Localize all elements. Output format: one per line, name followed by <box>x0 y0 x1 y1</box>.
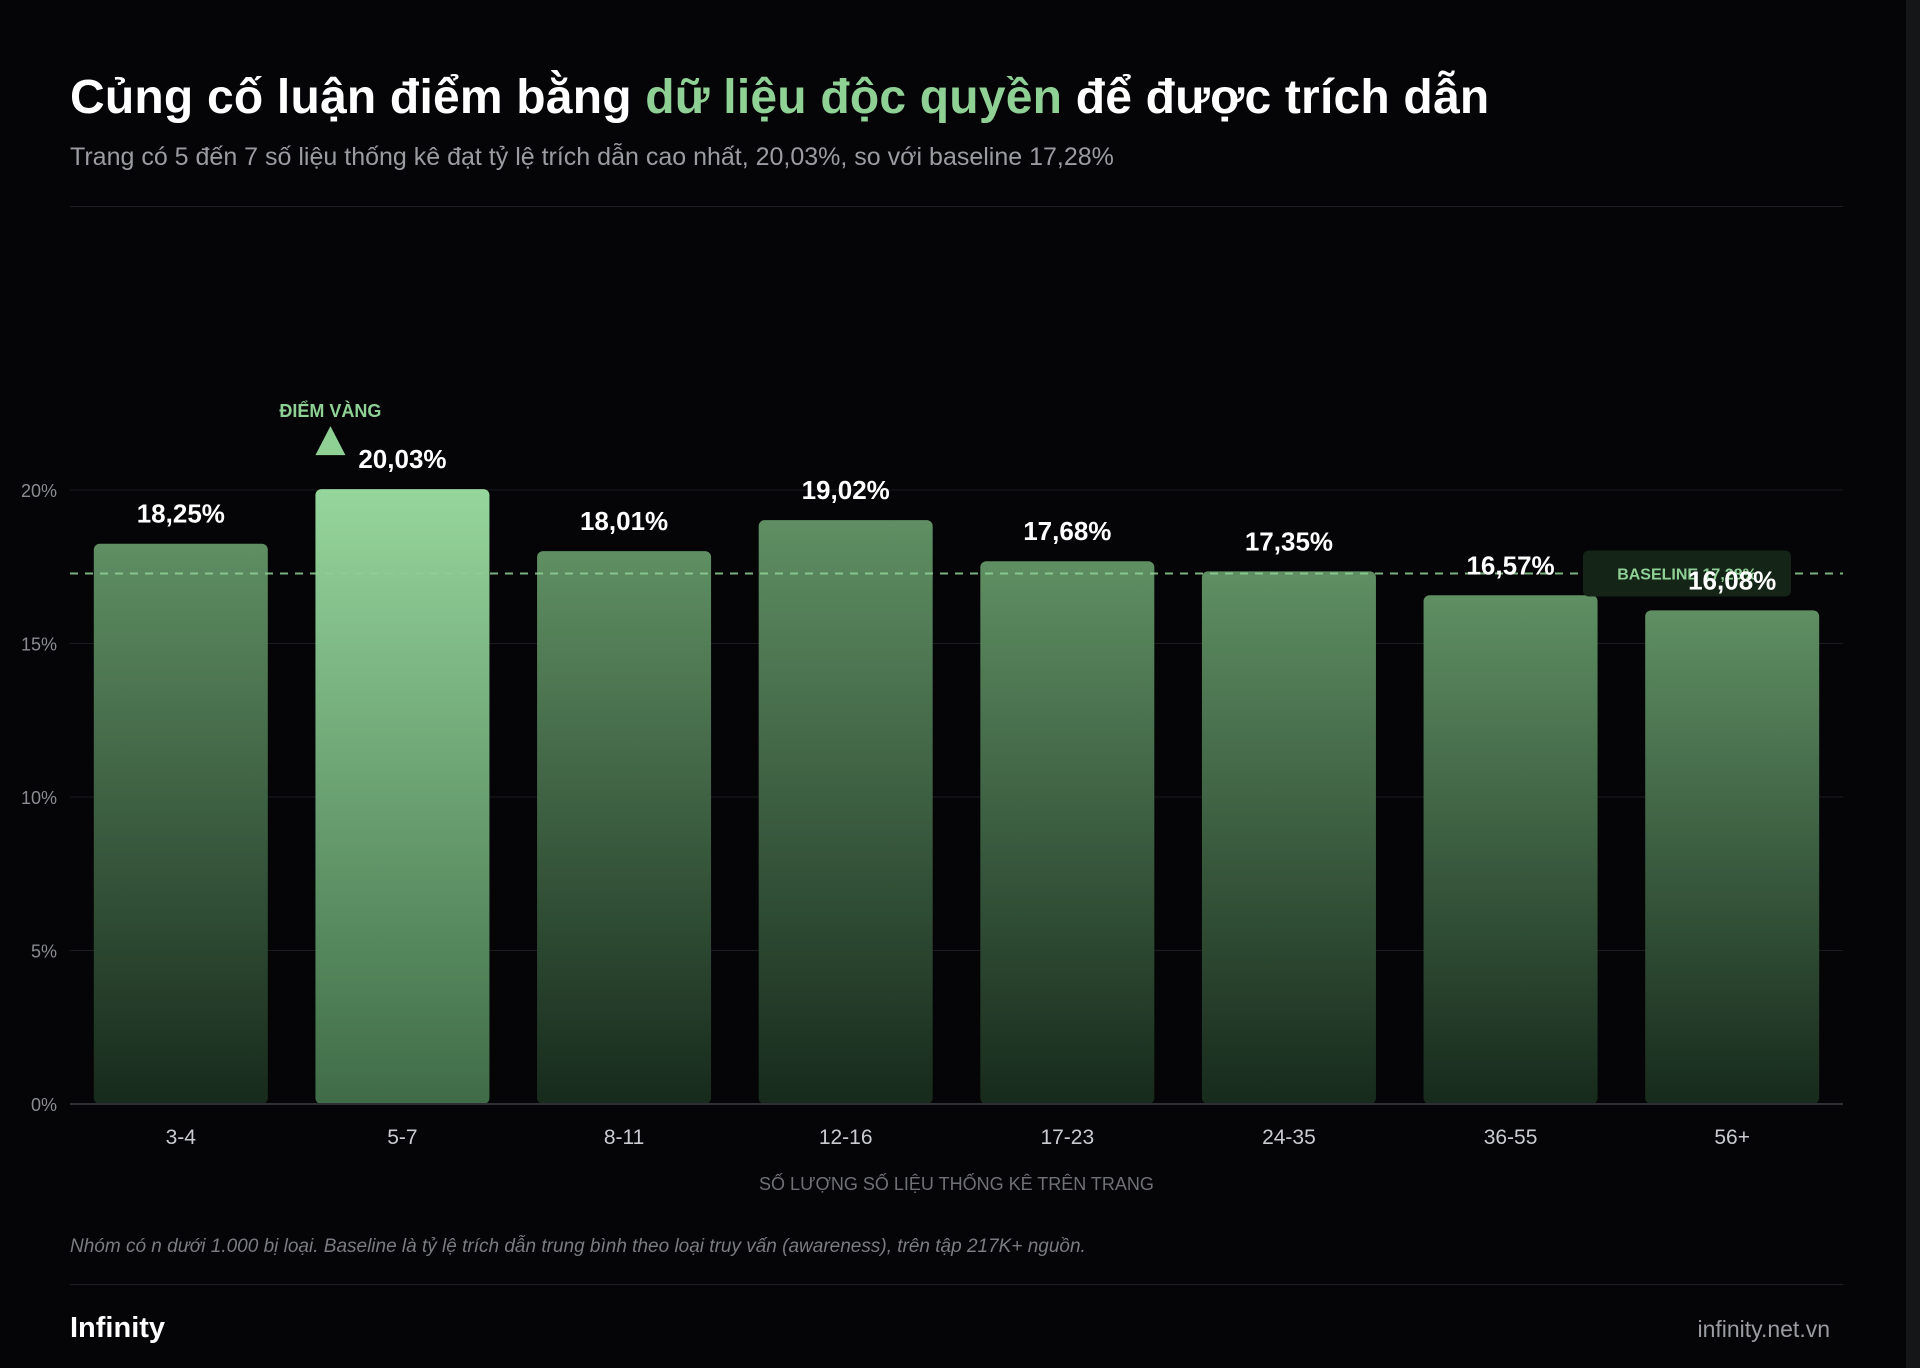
x-axis-title: SỐ LƯỢNG SỐ LIỆU THỐNG KÊ TRÊN TRANG <box>759 1173 1154 1194</box>
data-label: 18,01% <box>580 506 668 536</box>
x-tick-label: 17-23 <box>1040 1126 1094 1149</box>
y-tick-label: 15% <box>21 635 57 655</box>
bar <box>1645 610 1820 1104</box>
baseline-label: BASELINE 17,28% <box>1617 567 1757 584</box>
bar <box>315 489 490 1105</box>
data-label: 18,25% <box>137 499 225 529</box>
data-label: 16,57% <box>1466 550 1554 580</box>
data-label: 16,08% <box>1688 565 1776 595</box>
site-url: infinity.net.vn <box>1697 1316 1830 1342</box>
data-label: 17,68% <box>1023 516 1111 546</box>
y-tick-label: 10% <box>21 788 57 808</box>
bar <box>758 520 933 1104</box>
bar <box>1423 595 1598 1104</box>
y-tick-label: 20% <box>21 481 57 501</box>
x-tick-label: 36-55 <box>1484 1126 1538 1149</box>
footnote: Nhóm có n dưới 1.000 bị loại. Baseline l… <box>70 1236 1086 1257</box>
data-label: 19,02% <box>802 475 890 505</box>
x-tick-label: 5-7 <box>387 1126 417 1149</box>
header-divider <box>70 206 1843 207</box>
highlight-label: ĐIỂM VÀNG <box>279 400 381 421</box>
x-tick-label: 12-16 <box>819 1126 873 1149</box>
x-tick-label: 3-4 <box>166 1126 197 1149</box>
bar <box>1201 571 1376 1104</box>
baseline-tag <box>1583 550 1791 597</box>
highlight-triangle-icon <box>315 426 346 456</box>
x-tick-label: 56+ <box>1714 1126 1750 1149</box>
bar <box>537 551 712 1104</box>
footer-divider <box>70 1284 1843 1285</box>
data-label: 17,35% <box>1245 526 1333 556</box>
bar <box>93 543 268 1104</box>
title-highlight: dữ liệu độc quyền <box>645 71 1063 124</box>
x-tick-label: 8-11 <box>604 1126 644 1149</box>
title-part-1: Củng cố luận điểm bằng <box>70 71 646 124</box>
chart-title: Củng cố luận điểm bằng dữ liệu độc quyền… <box>70 70 1489 125</box>
bar-chart: 0% 5% 10% 15% 20% BASELINE 17,28% 18,25% 3-4 20,… <box>21 400 1843 1194</box>
y-tick-label: 5% <box>31 942 57 962</box>
brand-logo-text: Infinity <box>70 1312 166 1344</box>
data-label: 20,03% <box>358 444 446 474</box>
chart-subtitle: Trang có 5 đến 7 số liệu thống kê đạt tỷ… <box>70 143 1114 171</box>
title-part-2: để được trích dẫn <box>1062 71 1490 124</box>
y-tick-label: 0% <box>31 1095 57 1115</box>
bar <box>980 561 1155 1104</box>
x-tick-label: 24-35 <box>1262 1126 1316 1149</box>
